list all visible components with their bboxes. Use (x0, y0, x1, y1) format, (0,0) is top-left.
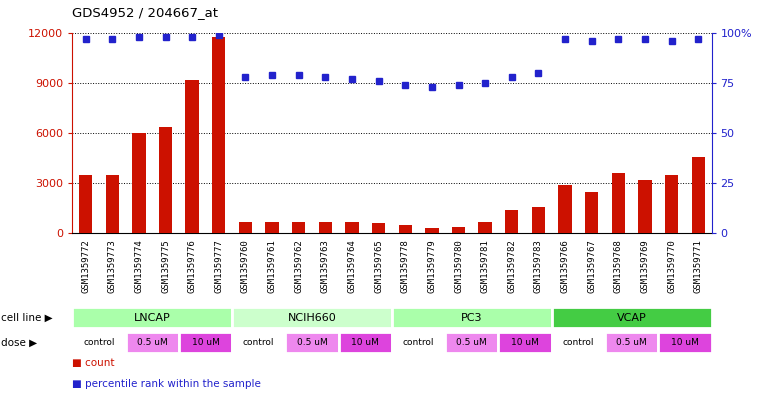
Text: GSM1359773: GSM1359773 (108, 239, 116, 293)
Text: 0.5 uM: 0.5 uM (297, 338, 327, 347)
Bar (559, 185, 572, 233)
Text: 0.5 uM: 0.5 uM (137, 338, 167, 347)
Text: 10 uM: 10 uM (511, 338, 539, 347)
Bar (452, 227, 465, 233)
Text: ■ count: ■ count (72, 358, 115, 367)
Bar (319, 222, 332, 233)
Text: GSM1359779: GSM1359779 (428, 239, 436, 293)
Text: GSM1359778: GSM1359778 (401, 239, 409, 293)
Text: 10 uM: 10 uM (192, 338, 219, 347)
Text: GSM1359781: GSM1359781 (481, 239, 489, 293)
Text: GSM1359777: GSM1359777 (215, 239, 223, 293)
Bar (232, 332, 285, 353)
Text: LNCAP: LNCAP (134, 312, 170, 323)
Text: ■ percentile rank within the sample: ■ percentile rank within the sample (72, 379, 261, 389)
Text: dose ▶: dose ▶ (1, 337, 37, 347)
Text: GSM1359769: GSM1359769 (641, 239, 649, 293)
Bar (79, 175, 92, 233)
Text: VCAP: VCAP (616, 312, 647, 323)
Bar (212, 37, 225, 233)
Text: GSM1359780: GSM1359780 (454, 239, 463, 293)
Bar (232, 307, 392, 328)
Bar (665, 175, 678, 233)
Bar (372, 224, 385, 233)
Bar (106, 175, 119, 233)
Bar (638, 180, 651, 233)
Bar (239, 222, 252, 233)
Bar (126, 332, 179, 353)
Text: cell line ▶: cell line ▶ (1, 312, 53, 323)
Text: GSM1359766: GSM1359766 (561, 239, 569, 293)
Text: GSM1359782: GSM1359782 (508, 239, 516, 293)
Text: GSM1359783: GSM1359783 (534, 239, 543, 293)
Bar (552, 307, 712, 328)
Text: GSM1359775: GSM1359775 (161, 239, 170, 293)
Text: 0.5 uM: 0.5 uM (457, 338, 487, 347)
Bar (186, 80, 199, 233)
Bar (292, 222, 305, 233)
Bar (392, 307, 552, 328)
Text: 10 uM: 10 uM (352, 338, 379, 347)
Bar (72, 307, 232, 328)
Bar (132, 133, 145, 233)
Text: GDS4952 / 204667_at: GDS4952 / 204667_at (72, 6, 218, 19)
Bar (612, 173, 625, 233)
Bar (692, 157, 705, 233)
Bar (285, 332, 339, 353)
Text: GSM1359762: GSM1359762 (295, 239, 303, 293)
Text: GSM1359764: GSM1359764 (348, 239, 356, 293)
Text: GSM1359765: GSM1359765 (374, 239, 383, 293)
Bar (339, 332, 392, 353)
Text: GSM1359760: GSM1359760 (241, 239, 250, 293)
Text: GSM1359761: GSM1359761 (268, 239, 276, 293)
Text: GSM1359763: GSM1359763 (321, 239, 330, 293)
Bar (392, 332, 445, 353)
Text: GSM1359776: GSM1359776 (188, 239, 196, 293)
Bar (425, 228, 438, 233)
Text: GSM1359771: GSM1359771 (694, 239, 702, 293)
Text: NCIH660: NCIH660 (288, 312, 336, 323)
Bar (399, 225, 412, 233)
Bar (532, 207, 545, 233)
Bar (266, 222, 279, 233)
Bar (72, 332, 126, 353)
Bar (159, 127, 172, 233)
Bar (552, 332, 605, 353)
Text: control: control (403, 338, 435, 347)
Text: 0.5 uM: 0.5 uM (616, 338, 647, 347)
Bar (179, 332, 232, 353)
Text: GSM1359767: GSM1359767 (587, 239, 596, 293)
Text: control: control (243, 338, 275, 347)
Bar (445, 332, 498, 353)
Text: GSM1359770: GSM1359770 (667, 239, 676, 293)
Text: GSM1359772: GSM1359772 (81, 239, 90, 293)
Bar (585, 192, 598, 233)
Bar (498, 332, 552, 353)
Bar (505, 210, 518, 233)
Text: control: control (562, 338, 594, 347)
Bar (479, 222, 492, 233)
Bar (605, 332, 658, 353)
Text: GSM1359774: GSM1359774 (135, 239, 143, 293)
Text: PC3: PC3 (461, 312, 482, 323)
Bar (345, 222, 358, 233)
Bar (658, 332, 712, 353)
Text: 10 uM: 10 uM (671, 338, 699, 347)
Text: GSM1359768: GSM1359768 (614, 239, 622, 293)
Text: control: control (83, 338, 115, 347)
